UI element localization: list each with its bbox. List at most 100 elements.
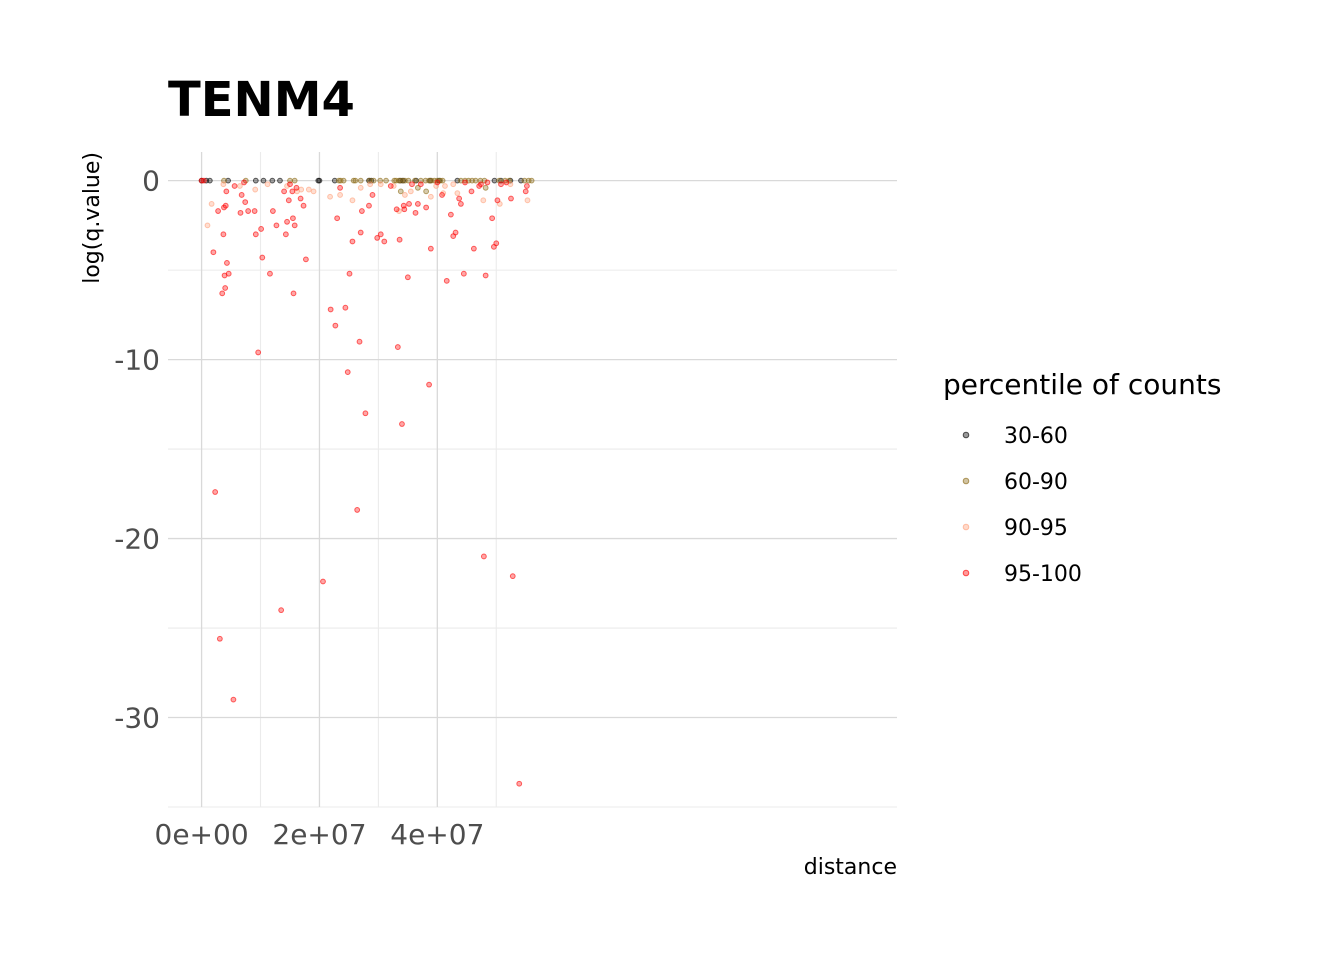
y-tick-label: -10 [114, 344, 160, 377]
data-point [405, 177, 412, 184]
data-point [443, 277, 450, 284]
data-point [439, 177, 446, 184]
data-point [291, 177, 298, 184]
data-point [219, 290, 226, 297]
data-point [332, 322, 339, 329]
x-tick-label: 4e+07 [390, 818, 484, 851]
data-point [381, 238, 388, 245]
data-point [327, 306, 334, 313]
legend-item: 60-90 [962, 470, 1068, 495]
data-point [426, 381, 432, 388]
data-point [482, 272, 489, 279]
data-point [358, 208, 365, 214]
data-point [456, 195, 463, 202]
data-point [287, 181, 293, 188]
data-point [498, 181, 504, 188]
data-point [260, 177, 267, 184]
data-point [406, 200, 412, 207]
data-point [367, 181, 374, 188]
data-point [277, 177, 283, 184]
data-point [377, 181, 384, 188]
data-point [281, 188, 287, 195]
data-point [503, 179, 510, 186]
data-point [357, 177, 364, 184]
data-point [439, 192, 445, 198]
data-point [208, 200, 215, 207]
data-point [342, 304, 349, 311]
data-point [417, 181, 424, 188]
series-30-60 [198, 177, 524, 184]
data-point [291, 222, 298, 229]
data-point [352, 177, 359, 184]
data-point [210, 249, 217, 256]
x-axis-title: distance [804, 855, 897, 880]
data-point [387, 183, 394, 189]
data-point [334, 215, 341, 222]
data-point [245, 208, 252, 214]
data-point [293, 184, 300, 191]
data-point [383, 177, 389, 184]
data-point [282, 231, 289, 238]
data-point [394, 344, 401, 350]
data-point [414, 184, 421, 191]
data-point [524, 183, 530, 189]
data-point [484, 179, 491, 186]
x-tick-label: 0e+00 [155, 818, 249, 851]
data-point [377, 231, 384, 238]
data-point [267, 270, 273, 277]
data-point [357, 184, 364, 191]
data-point [225, 177, 232, 184]
y-tick-label: -20 [114, 523, 160, 556]
data-point [220, 231, 227, 238]
data-point [238, 192, 245, 198]
data-point [303, 256, 309, 263]
data-point [393, 206, 400, 213]
data-point [252, 186, 259, 193]
data-point [237, 209, 244, 216]
legend-item: 90-95 [962, 516, 1068, 541]
data-point [212, 489, 219, 495]
y-axis-title: log(q.value) [80, 152, 105, 284]
data-point [362, 410, 369, 417]
data-point [447, 211, 454, 218]
data-point [423, 204, 430, 211]
data-point [481, 177, 488, 184]
data-point [509, 573, 516, 580]
data-point [310, 188, 317, 195]
data-point [298, 186, 305, 193]
data-point [289, 188, 296, 195]
data-point [337, 184, 343, 191]
data-point [489, 215, 496, 222]
data-point [480, 197, 487, 204]
data-point [409, 181, 415, 188]
data-point [491, 177, 498, 184]
data-point [225, 270, 232, 277]
data-point [269, 177, 276, 184]
data-point [285, 197, 292, 204]
data-point [273, 222, 280, 229]
data-point [241, 179, 247, 186]
data-point [521, 177, 528, 184]
data-point [290, 290, 297, 297]
data-point [412, 177, 418, 184]
legend-label: 90-95 [1004, 516, 1068, 541]
data-point [442, 183, 448, 189]
data-point [242, 199, 249, 206]
legend-label: 30-60 [1004, 424, 1068, 449]
data-point [346, 270, 353, 277]
legend-label: 60-90 [1004, 470, 1068, 495]
data-point [356, 338, 363, 345]
data-point [259, 254, 266, 261]
data-point [472, 177, 479, 184]
data-point [305, 186, 312, 193]
x-axis-ticks: 0e+00 2e+07 4e+07 [155, 818, 485, 851]
data-point [494, 197, 501, 204]
data-point [290, 215, 296, 222]
data-point [316, 177, 323, 184]
data-point [278, 607, 285, 614]
data-point [223, 188, 230, 195]
data-point [528, 177, 535, 184]
data-point [508, 195, 514, 202]
data-point [482, 184, 489, 191]
